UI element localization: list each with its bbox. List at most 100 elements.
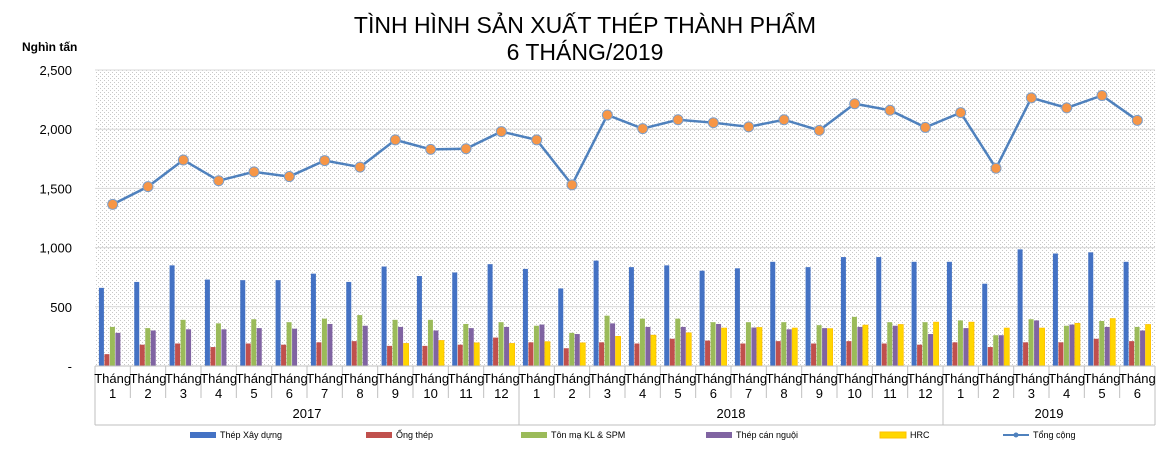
bar-1-25	[987, 347, 993, 366]
x-cat-num-15: 4	[639, 386, 646, 401]
x-cat-word-9: Tháng	[412, 371, 449, 386]
x-cat-word-4: Tháng	[236, 371, 273, 386]
x-cat-word-20: Tháng	[801, 371, 838, 386]
total-marker-19	[778, 114, 790, 126]
bar-0-1	[134, 281, 140, 366]
bar-0-21	[840, 257, 846, 366]
total-line	[107, 89, 1143, 210]
bar-3-20	[822, 328, 828, 366]
x-cat-word-16: Tháng	[660, 371, 697, 386]
total-marker-25	[990, 162, 1002, 174]
bar-4-17	[721, 327, 727, 367]
bar-1-27	[1058, 342, 1064, 366]
bar-0-20	[805, 267, 811, 366]
bar-2-1	[145, 328, 151, 366]
x-cat-num-3: 4	[215, 386, 222, 401]
bar-2-2	[180, 319, 186, 366]
bar-2-18	[745, 322, 751, 366]
y-axis-label: Nghìn tấn	[22, 40, 78, 54]
bar-4-27	[1074, 322, 1081, 367]
x-cat-word-13: Tháng	[554, 371, 591, 386]
bar-3-17	[716, 323, 722, 366]
x-cat-word-1: Tháng	[130, 371, 167, 386]
x-cat-word-7: Tháng	[342, 371, 379, 386]
year-label-0: 2017	[293, 406, 322, 421]
legend-label-2: Tôn mạ KL & SPM	[551, 430, 625, 440]
bar-3-11	[504, 326, 510, 366]
total-marker-1	[142, 181, 154, 193]
bar-1-3	[210, 347, 216, 366]
bar-1-17	[705, 340, 711, 366]
x-cat-word-29: Tháng	[1119, 371, 1156, 386]
bar-1-23	[917, 344, 923, 366]
total-marker-11	[495, 126, 507, 138]
bar-3-1	[150, 330, 156, 366]
bar-0-15	[628, 267, 634, 366]
x-cat-num-23: 12	[918, 386, 932, 401]
bar-4-15	[650, 334, 657, 367]
total-marker-29	[1131, 114, 1143, 126]
x-cat-num-17: 6	[710, 386, 717, 401]
x-cat-num-9: 10	[423, 386, 437, 401]
x-cat-num-14: 3	[604, 386, 611, 401]
x-cat-num-22: 11	[883, 386, 897, 401]
legend-label-3: Thép cán nguội	[736, 430, 798, 440]
bar-1-12	[528, 342, 534, 366]
bar-0-13	[558, 288, 564, 366]
bar-2-17	[710, 322, 716, 366]
bar-3-6	[327, 323, 333, 366]
bar-0-6	[310, 273, 316, 366]
x-cat-word-24: Tháng	[942, 371, 979, 386]
bar-1-19	[775, 341, 781, 366]
bar-1-11	[493, 337, 499, 366]
x-cat-num-12: 1	[533, 386, 540, 401]
y-tick-label-5: 2,500	[39, 63, 72, 78]
bar-1-15	[634, 343, 640, 366]
x-cat-num-8: 9	[392, 386, 399, 401]
x-cat-word-10: Tháng	[448, 371, 485, 386]
x-cat-word-25: Tháng	[978, 371, 1015, 386]
bar-4-8	[403, 343, 409, 367]
bar-2-0	[109, 326, 115, 366]
bar-0-18	[734, 268, 740, 366]
bar-2-14	[604, 315, 610, 366]
bar-0-3	[204, 279, 210, 366]
bar-0-0	[98, 287, 104, 366]
bar-2-5	[286, 322, 292, 366]
bar-3-14	[610, 323, 616, 366]
bar-3-4	[256, 328, 262, 366]
total-marker-12	[531, 134, 543, 146]
bar-2-22	[887, 322, 893, 366]
total-marker-9	[425, 143, 437, 155]
bar-4-26	[1039, 327, 1045, 367]
bar-4-29	[1145, 324, 1151, 367]
legend-label-5: Tổng cộng	[1033, 430, 1076, 440]
bar-1-6	[316, 342, 322, 366]
bar-2-25	[993, 335, 999, 366]
total-marker-15	[637, 123, 649, 135]
bar-3-26	[1034, 320, 1040, 366]
bar-3-23	[928, 334, 934, 366]
legend-label-1: Ống thép	[396, 429, 433, 440]
x-cat-word-5: Tháng	[271, 371, 308, 386]
chart-title: TÌNH HÌNH SẢN XUẤT THÉP THÀNH PHẨM 6 THÁ…	[0, 12, 1170, 66]
bar-1-20	[811, 343, 817, 366]
legend-swatch-0	[190, 432, 216, 438]
total-marker-8	[389, 134, 401, 146]
bar-0-29	[1123, 261, 1129, 366]
total-marker-20	[813, 124, 825, 136]
bar-3-24	[963, 328, 969, 366]
total-marker-23	[919, 121, 931, 133]
bar-3-19	[786, 329, 792, 366]
bar-3-0	[115, 332, 121, 366]
bar-4-9	[438, 340, 445, 367]
bar-2-23	[922, 322, 928, 366]
bar-1-7	[351, 341, 357, 366]
total-marker-27	[1061, 102, 1073, 114]
legend-swatch-1	[366, 432, 392, 438]
bar-3-13	[574, 334, 580, 366]
x-cat-word-15: Tháng	[624, 371, 661, 386]
x-cat-word-17: Tháng	[695, 371, 732, 386]
bar-2-29	[1134, 326, 1140, 366]
bar-4-14	[615, 335, 621, 367]
